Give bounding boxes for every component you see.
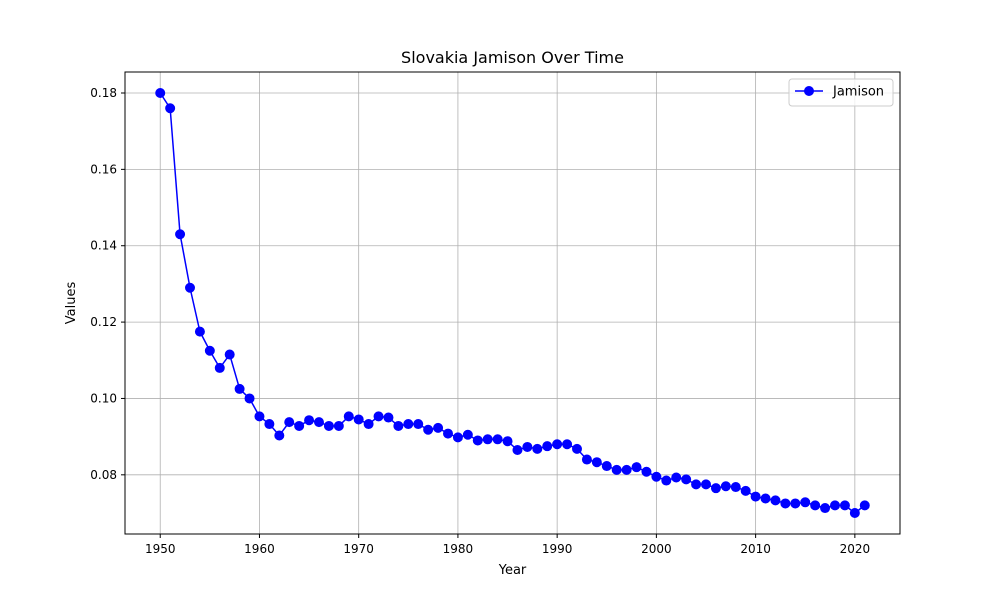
data-point [512, 445, 523, 455]
y-tick-label: 0.10 [90, 391, 117, 405]
data-point [830, 500, 840, 511]
data-point [472, 435, 483, 446]
data-point [185, 282, 195, 293]
data-point [234, 383, 245, 394]
y-axis-label: Values [64, 282, 79, 325]
x-tick-label: 1980 [443, 542, 474, 556]
data-point [433, 422, 444, 433]
data-point [304, 415, 315, 426]
chart-title: Slovakia Jamison Over Time [401, 48, 624, 67]
data-point [224, 349, 235, 360]
data-point [790, 498, 801, 509]
data-point [532, 443, 543, 454]
series-group [155, 88, 870, 518]
data-point [750, 491, 761, 502]
data-point [492, 434, 503, 445]
data-point [462, 429, 473, 440]
data-point [720, 481, 731, 492]
data-point [581, 454, 592, 465]
x-axis-label: Year [498, 563, 527, 578]
data-point [254, 411, 265, 422]
data-point [393, 420, 404, 431]
data-point [820, 503, 831, 514]
y-tick-label: 0.18 [90, 86, 117, 100]
data-point [601, 461, 612, 472]
data-point [294, 420, 305, 431]
data-point [194, 326, 205, 337]
data-point [552, 439, 563, 450]
data-point [760, 493, 771, 504]
legend-box [788, 78, 894, 107]
data-point [770, 495, 781, 506]
x-tick-label: 2010 [740, 542, 771, 556]
data-point [284, 417, 295, 428]
data-point [859, 500, 870, 511]
data-point [244, 393, 255, 404]
data-point [502, 436, 513, 447]
data-point [165, 103, 176, 114]
data-point [661, 475, 672, 486]
data-point [343, 411, 354, 422]
x-axis-ticks: 1950 1960 1970 1980 1990 2000 2010 2020 [145, 534, 870, 556]
data-point [671, 472, 682, 483]
data-point [314, 417, 324, 428]
data-point [780, 498, 791, 509]
y-axis-ticks: 0.08 0.10 0.12 0.14 0.16 0.18 [90, 86, 125, 482]
data-point [204, 345, 215, 356]
data-point [631, 462, 642, 473]
data-point [264, 419, 275, 430]
data-point [363, 419, 374, 430]
data-point [542, 441, 553, 452]
data-point [641, 466, 652, 477]
x-tick-label: 2020 [840, 542, 871, 556]
data-point [621, 464, 632, 475]
x-tick-label: 1990 [542, 542, 573, 556]
data-point [522, 441, 533, 452]
data-point [373, 411, 384, 422]
data-point [701, 479, 711, 490]
data-point [800, 497, 811, 508]
data-point [710, 483, 721, 494]
legend-label: Jamison [832, 85, 884, 100]
data-point [175, 229, 186, 240]
data-point [214, 362, 225, 373]
data-point [572, 443, 582, 454]
data-point [562, 439, 573, 450]
data-point [651, 471, 662, 482]
gridlines [125, 72, 900, 534]
data-point [482, 434, 493, 445]
data-point [413, 419, 424, 430]
data-point [383, 412, 394, 423]
data-point [403, 419, 414, 430]
x-tick-label: 1970 [343, 542, 374, 556]
data-point [730, 482, 741, 493]
legend-marker [804, 86, 814, 96]
data-point [681, 474, 692, 485]
y-tick-label: 0.16 [90, 162, 117, 176]
data-point [423, 424, 434, 435]
data-point [839, 500, 850, 511]
y-tick-label: 0.14 [90, 239, 117, 253]
x-tick-label: 2000 [641, 542, 672, 556]
data-point [691, 479, 702, 490]
plot-frame [124, 71, 901, 535]
data-point [333, 420, 344, 431]
x-tick-label: 1960 [244, 542, 275, 556]
data-point [274, 430, 285, 441]
data-point [849, 508, 860, 518]
data-point [810, 500, 821, 511]
data-point [740, 485, 751, 496]
data-point [452, 432, 463, 443]
data-point [443, 428, 453, 439]
data-point [155, 88, 166, 98]
data-point [591, 457, 602, 468]
y-tick-label: 0.08 [90, 468, 117, 482]
data-point [323, 420, 334, 431]
x-tick-label: 1950 [145, 542, 176, 556]
data-point [611, 464, 622, 475]
data-point [353, 414, 364, 425]
legend: Jamison [788, 78, 894, 107]
y-tick-label: 0.12 [90, 315, 117, 329]
